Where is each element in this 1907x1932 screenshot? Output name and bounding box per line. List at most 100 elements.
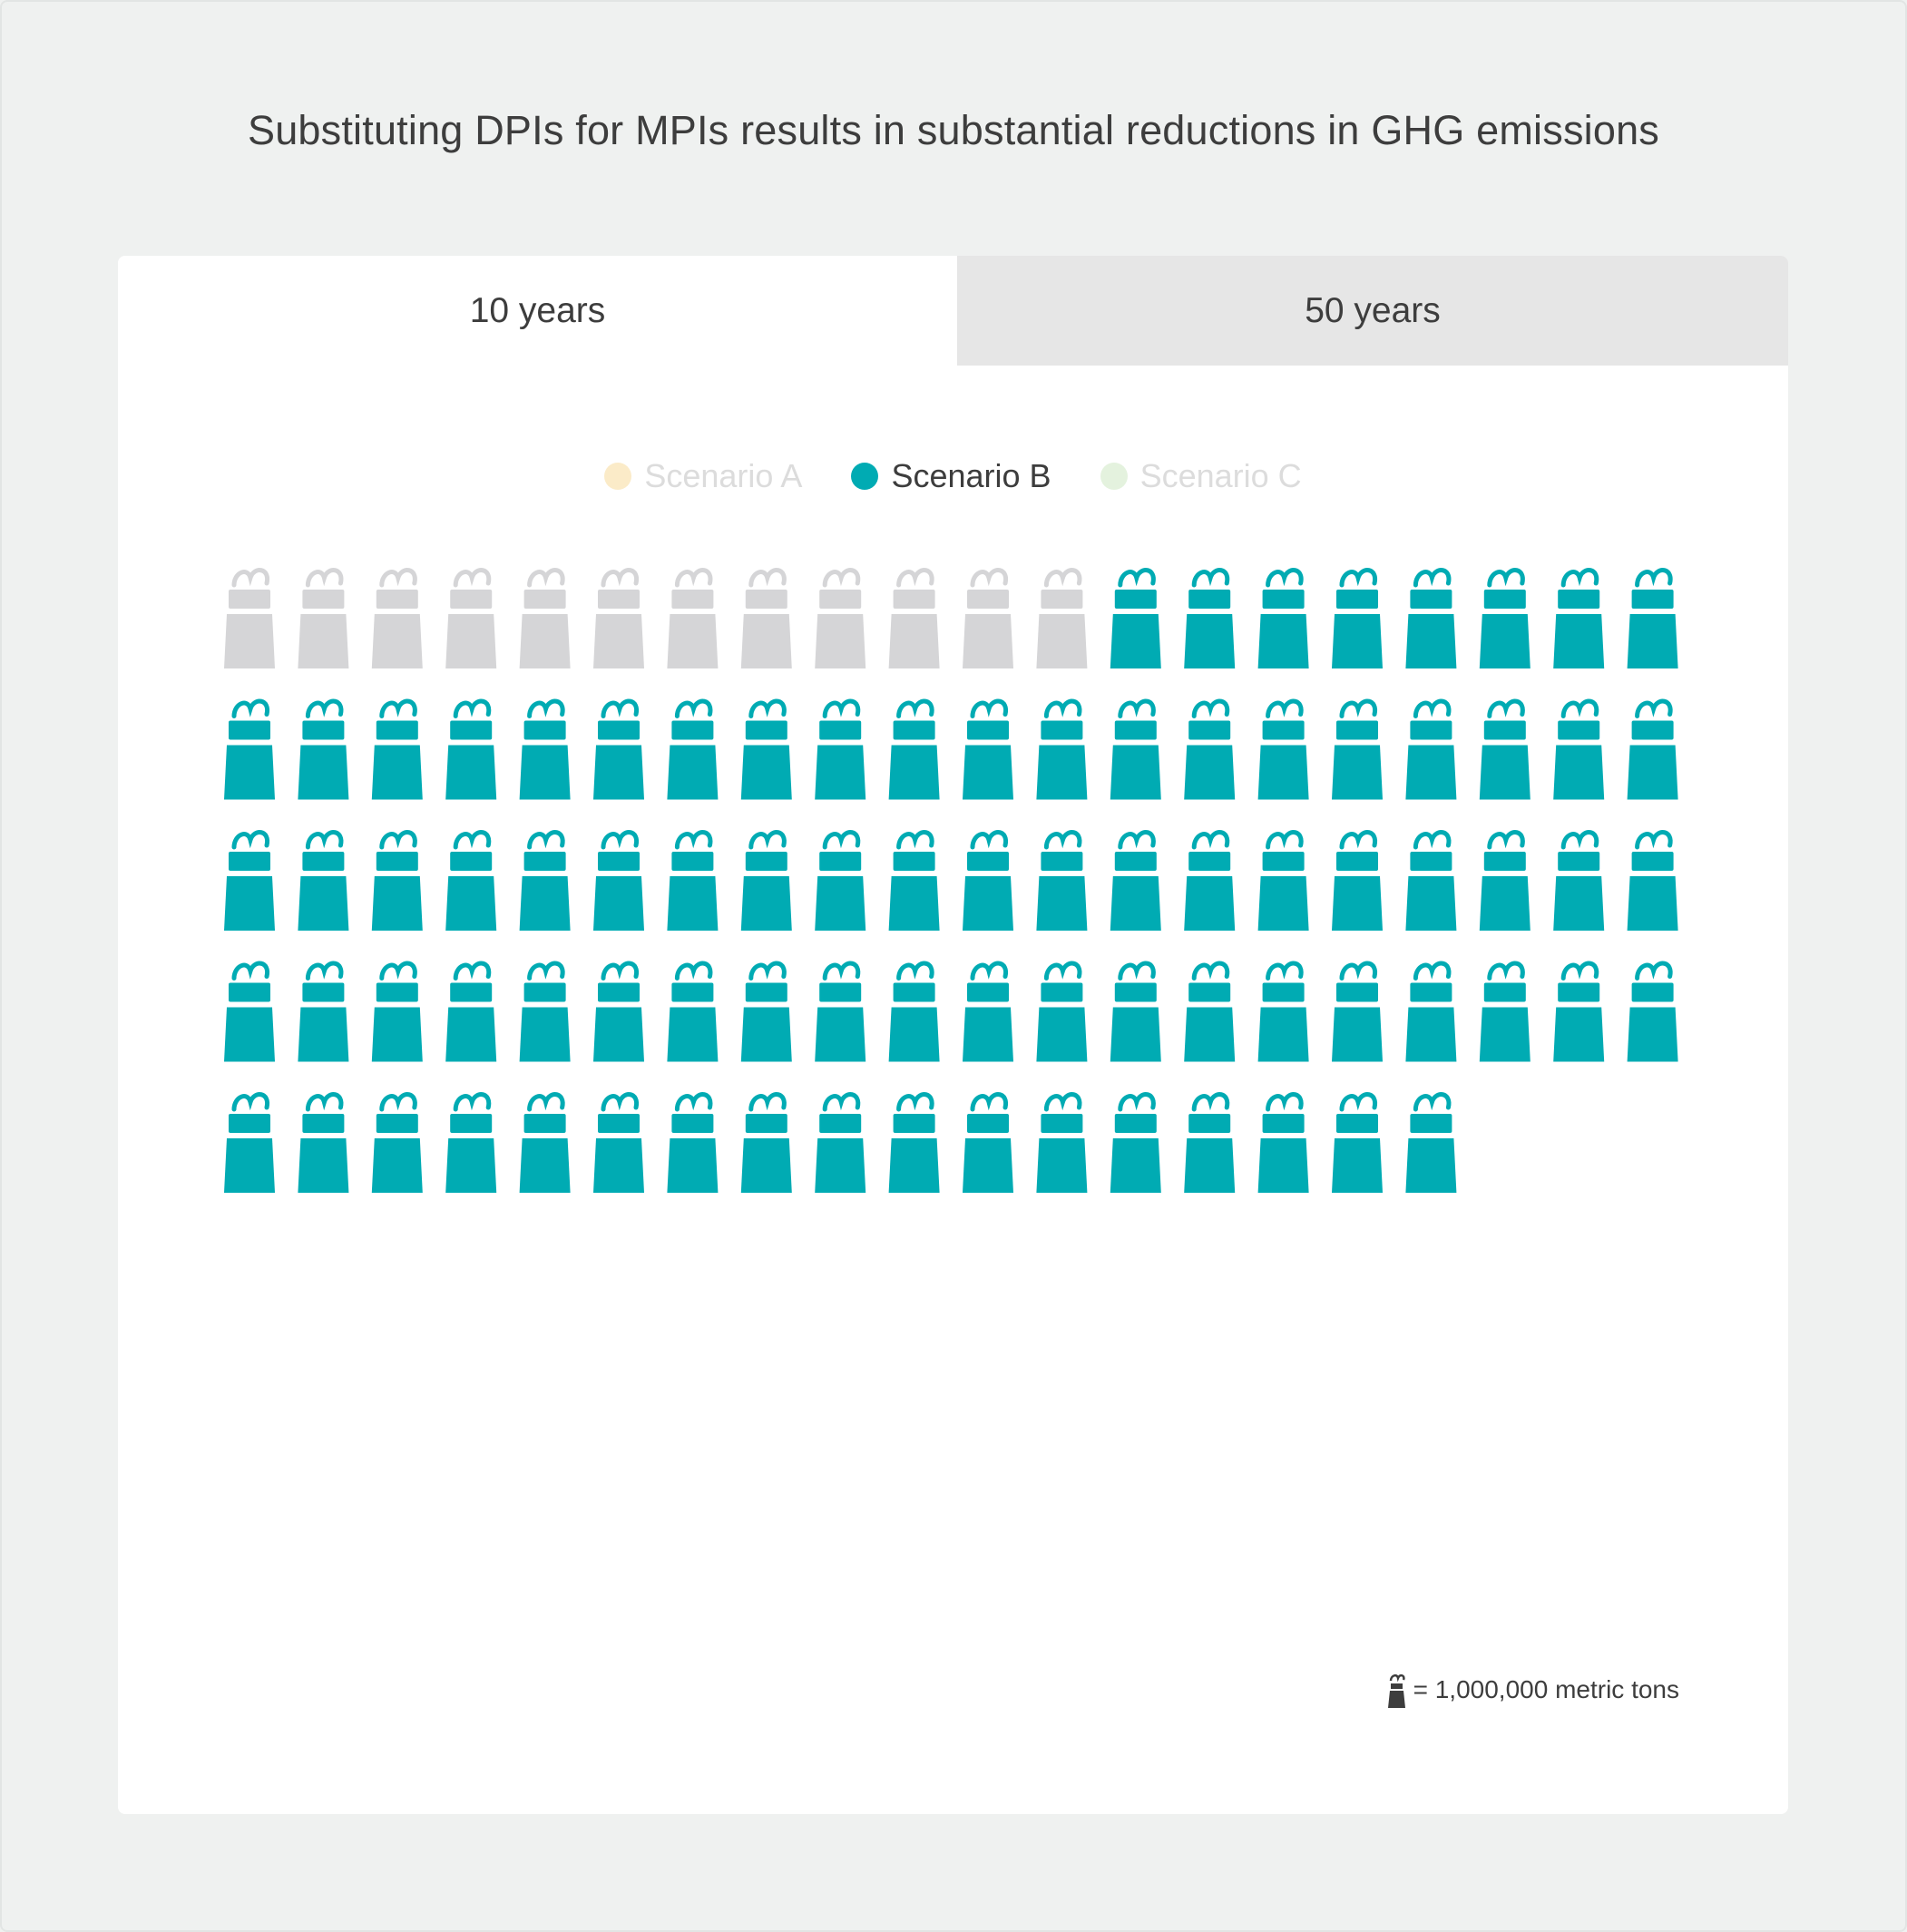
pictogram-icon-remaining — [224, 568, 275, 668]
pictogram-icon-scenario-b — [298, 698, 349, 800]
pictogram-icon-scenario-b — [815, 698, 866, 800]
pictogram-icon-scenario-b — [1553, 568, 1605, 668]
unit-note-text: = 1,000,000 metric tons — [1413, 1675, 1679, 1703]
pictogram-icon-remaining — [888, 568, 940, 668]
pictogram-icon-scenario-b — [1479, 568, 1530, 668]
pictogram-icon-scenario-b — [1184, 698, 1236, 800]
pictogram-icon-scenario-b — [1479, 961, 1530, 1062]
pictogram-icon-scenario-b — [224, 961, 275, 1062]
pictogram-icon-scenario-b — [1627, 830, 1678, 931]
legend-swatch-scenario-c — [1100, 463, 1128, 490]
pictogram-icon-scenario-b — [1627, 698, 1678, 800]
legend-item-scenario-b[interactable]: Scenario B — [851, 457, 1051, 495]
legend-item-scenario-c[interactable]: Scenario C — [1100, 457, 1302, 495]
pictogram-icon-scenario-b — [667, 830, 719, 931]
legend: Scenario A Scenario B Scenario C — [118, 454, 1788, 499]
pictogram-icon-scenario-b — [888, 830, 940, 931]
pictogram-icon-scenario-b — [519, 830, 571, 931]
pictogram-icon-scenario-b — [519, 961, 571, 1062]
pictogram-icon-scenario-b — [1332, 698, 1383, 800]
pictogram-icon-scenario-b — [224, 1092, 275, 1193]
pictogram-icon-remaining — [593, 568, 644, 668]
pictogram-icon-scenario-b — [1405, 830, 1457, 931]
pictogram-icon-scenario-b — [888, 1092, 940, 1193]
pictogram-icon-scenario-b — [1036, 961, 1088, 1062]
pictogram-icon-scenario-b — [445, 961, 497, 1062]
pictogram-icon-scenario-b — [298, 961, 349, 1062]
legend-label-scenario-b: Scenario B — [891, 457, 1051, 494]
pictogram-icon-scenario-b — [1036, 698, 1088, 800]
chart-card: 10 years 50 years Scenario A Scenario B … — [118, 256, 1788, 1814]
tab-50-years[interactable]: 50 years — [957, 256, 1788, 366]
pictogram-icon-scenario-b — [1036, 830, 1088, 931]
pictogram-icon-scenario-b — [445, 1092, 497, 1193]
pictogram-chart — [224, 568, 1678, 1193]
pictogram-icon-scenario-b — [740, 1092, 792, 1193]
legend-swatch-scenario-b — [851, 463, 879, 490]
pictogram-icon-scenario-b — [1257, 961, 1309, 1062]
pictogram-icon-remaining — [963, 568, 1013, 668]
pictogram-icon-scenario-b — [1627, 568, 1678, 668]
pictogram-icon-scenario-b — [963, 1092, 1013, 1193]
pictogram-icon-scenario-b — [371, 698, 423, 800]
pictogram-icon-scenario-b — [445, 698, 497, 800]
pictogram-icon-scenario-b — [593, 698, 644, 800]
pictogram-icon-scenario-b — [1332, 1092, 1383, 1193]
smokestack-icon — [1387, 1673, 1405, 1708]
pictogram-icon-scenario-b — [1110, 1092, 1161, 1193]
timeframe-tabs: 10 years 50 years — [118, 256, 1788, 366]
pictogram-icon-scenario-b — [224, 698, 275, 800]
pictogram-icon-scenario-b — [224, 830, 275, 931]
pictogram-icon-scenario-b — [1036, 1092, 1088, 1193]
pictogram-icon-scenario-b — [1257, 1092, 1309, 1193]
pictogram-icon-scenario-b — [371, 961, 423, 1062]
pictogram-icon-scenario-b — [1257, 568, 1309, 668]
pictogram-icon-scenario-b — [815, 830, 866, 931]
pictogram-icon-remaining — [371, 568, 423, 668]
pictogram-icon-scenario-b — [1405, 961, 1457, 1062]
pictogram-icon-scenario-b — [519, 1092, 571, 1193]
pictogram-icon-scenario-b — [740, 830, 792, 931]
pictogram-icon-scenario-b — [1479, 830, 1530, 931]
pictogram-icon-scenario-b — [371, 1092, 423, 1193]
pictogram-icon-remaining — [740, 568, 792, 668]
pictogram-icon-scenario-b — [1110, 830, 1161, 931]
legend-item-scenario-a[interactable]: Scenario A — [604, 457, 802, 495]
pictogram-icon-scenario-b — [1184, 568, 1236, 668]
pictogram-icon-scenario-b — [1405, 568, 1457, 668]
pictogram-icon-scenario-b — [667, 1092, 719, 1193]
legend-label-scenario-a: Scenario A — [644, 457, 803, 494]
pictogram-icon-scenario-b — [371, 830, 423, 931]
pictogram-icon-scenario-b — [740, 961, 792, 1062]
pictogram-icon-scenario-b — [593, 1092, 644, 1193]
pictogram-icon-scenario-b — [815, 961, 866, 1062]
pictogram-icon-scenario-b — [1332, 961, 1383, 1062]
pictogram-icon-scenario-b — [1257, 698, 1309, 800]
pictogram-icon-scenario-b — [1110, 568, 1161, 668]
pictogram-icon-scenario-b — [1479, 698, 1530, 800]
pictogram-icon-scenario-b — [888, 961, 940, 1062]
pictogram-icon-scenario-b — [1627, 961, 1678, 1062]
legend-swatch-scenario-a — [604, 463, 632, 490]
pictogram-icon-remaining — [1036, 568, 1088, 668]
unit-note: = 1,000,000 metric tons — [1386, 1667, 1679, 1712]
chart-title: Substituting DPIs for MPIs results in su… — [247, 107, 1659, 153]
pictogram-icon-scenario-b — [1332, 830, 1383, 931]
pictogram-icon-scenario-b — [740, 698, 792, 800]
pictogram-icon-scenario-b — [1553, 698, 1605, 800]
pictogram-icon-scenario-b — [667, 698, 719, 800]
pictogram-icon-scenario-b — [1553, 961, 1605, 1062]
pictogram-icon-scenario-b — [1553, 830, 1605, 931]
pictogram-icon-scenario-b — [1184, 1092, 1236, 1193]
pictogram-icon-scenario-b — [1332, 568, 1383, 668]
pictogram-icon-scenario-b — [888, 698, 940, 800]
pictogram-icon-scenario-b — [667, 961, 719, 1062]
pictogram-icon-scenario-b — [1184, 961, 1236, 1062]
tab-10-years[interactable]: 10 years — [118, 256, 957, 366]
pictogram-icon-scenario-b — [963, 961, 1013, 1062]
pictogram-icon-scenario-b — [593, 961, 644, 1062]
pictogram-icon-remaining — [815, 568, 866, 668]
pictogram-icon-scenario-b — [519, 698, 571, 800]
pictogram-icon-scenario-b — [298, 830, 349, 931]
